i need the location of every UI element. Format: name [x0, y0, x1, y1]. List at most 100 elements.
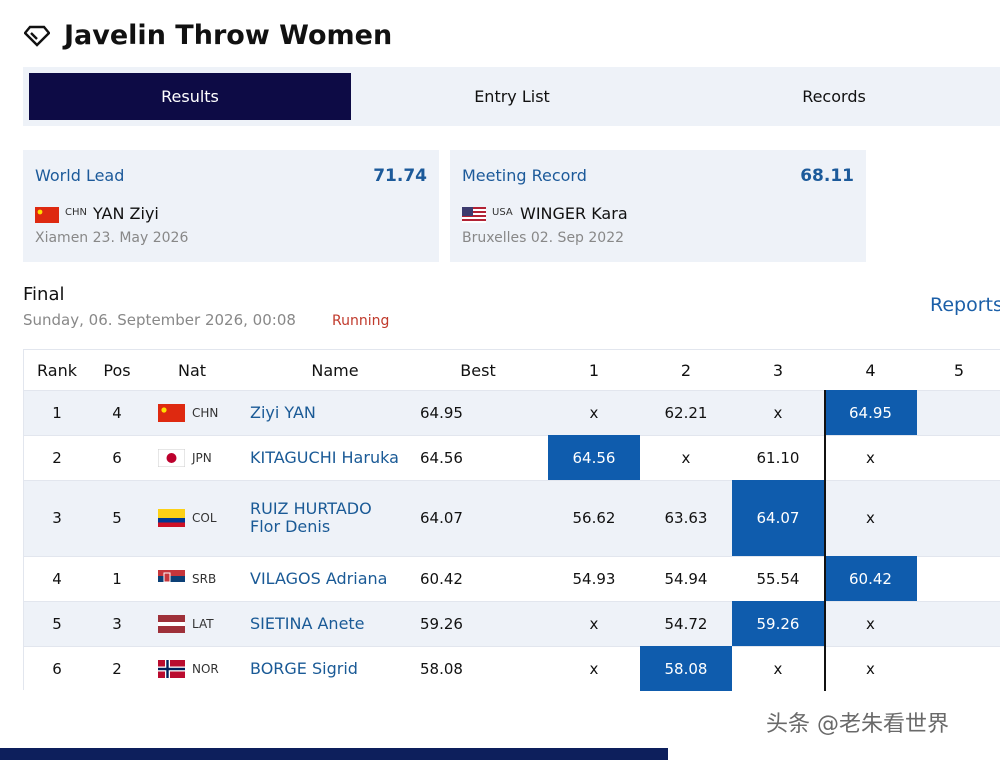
athlete-name: YAN Ziyi: [93, 204, 159, 223]
athlete-name[interactable]: SIETINA Anete: [250, 613, 365, 633]
place-date: Xiamen 23. May 2026: [35, 230, 189, 246]
attempt: 54.94: [664, 569, 708, 588]
record-value: 68.11: [800, 166, 854, 186]
column-header: 4: [865, 360, 876, 380]
attempt: 56.62: [572, 509, 616, 527]
logo-icon: [24, 25, 50, 47]
column-header: Nat: [177, 360, 207, 380]
rank: 6: [52, 659, 62, 678]
attempt: [917, 435, 1000, 480]
tab-entry-list[interactable]: Entry List: [474, 87, 550, 106]
country-code: CHN: [65, 207, 87, 218]
rank: 4: [52, 569, 62, 588]
flag: [158, 509, 185, 527]
flag: [158, 614, 185, 633]
table-row: [24, 646, 1000, 691]
table-row: [24, 480, 1000, 556]
athlete-name[interactable]: RUIZ HURTADO Flor Denis: [250, 499, 372, 536]
flag: [35, 207, 59, 223]
attempt: x: [866, 448, 875, 467]
record-value: 71.74: [373, 166, 427, 186]
event-status: Running: [332, 313, 390, 329]
column-header: Best: [460, 360, 496, 380]
position: 4: [112, 403, 122, 422]
athlete-name[interactable]: BORGE Sigrid: [250, 658, 358, 678]
column-header: 2: [680, 360, 692, 380]
attempt: 55.54: [756, 569, 800, 588]
country-code: CHN: [192, 405, 219, 420]
position: 6: [112, 448, 122, 467]
attempt: x: [866, 614, 875, 633]
tab-records[interactable]: Records: [802, 87, 866, 106]
page-title: Javelin Throw Women: [64, 20, 393, 51]
attempt: 64.07: [732, 480, 824, 556]
attempt: 60.42: [824, 556, 917, 601]
flag: [462, 207, 486, 223]
flag: [158, 403, 185, 422]
column-header: Pos: [103, 360, 131, 380]
attempt: x: [773, 403, 783, 422]
column-header: Name: [311, 360, 359, 380]
flag: [158, 659, 185, 678]
column-header: 1: [588, 360, 600, 380]
attempt: x: [589, 614, 599, 633]
attempt: 64.95: [824, 390, 917, 435]
country-code: SRB: [192, 571, 217, 586]
position: 2: [112, 659, 122, 678]
country-code: NOR: [192, 661, 219, 676]
attempt: x: [681, 448, 691, 467]
best-mark: 64.95: [420, 403, 463, 422]
flag: [158, 569, 185, 588]
attempt: 64.56: [548, 435, 640, 480]
rank: 5: [52, 614, 62, 633]
attempt: [917, 601, 1000, 646]
attempt: x: [866, 659, 875, 678]
attempt: x: [866, 509, 875, 527]
rank: 1: [52, 403, 62, 422]
attempt: [917, 646, 1000, 691]
record-label: World Lead: [35, 166, 125, 185]
column-header: 3: [772, 360, 784, 380]
best-mark: 64.56: [420, 448, 463, 467]
best-mark: 64.07: [420, 509, 463, 527]
event-datetime: Sunday, 06. September 2026, 00:08: [23, 311, 296, 329]
tab-results[interactable]: Results: [29, 73, 351, 120]
record-card: World Lead 71.74 CHN YAN Ziyi Xiamen 23.…: [23, 150, 439, 262]
athlete-name[interactable]: VILAGOS Adriana: [250, 568, 388, 588]
watermark: 头条 @老朱看世界: [766, 712, 949, 737]
table-row: [24, 601, 1000, 646]
results-table: Rank Pos Nat Name Best 1 2 3 4 5 1 4 CHN Ziyi YAN 64.9…: [23, 349, 1000, 691]
athlete-name: WINGER Kara: [520, 204, 628, 223]
position: 5: [112, 509, 122, 527]
attempt: 54.93: [572, 569, 616, 588]
position: 1: [112, 569, 122, 588]
place-date: Bruxelles 02. Sep 2022: [462, 230, 625, 246]
country-code: COL: [192, 511, 217, 525]
column-header: 5: [953, 360, 965, 380]
athlete-name[interactable]: Ziyi YAN: [250, 402, 316, 422]
record-label: Meeting Record: [462, 166, 587, 185]
position: 3: [112, 614, 122, 633]
divider: [824, 390, 826, 691]
attempt: 62.21: [664, 403, 708, 422]
attempt: 59.26: [732, 601, 824, 646]
country-code: JPN: [192, 450, 212, 465]
attempt: x: [589, 403, 599, 422]
attempt: [917, 390, 1000, 435]
flag: [158, 448, 185, 467]
attempt: 61.10: [756, 448, 800, 467]
rank: 3: [52, 509, 62, 527]
table-row: [24, 435, 1000, 480]
event-title: Final: [23, 284, 65, 305]
country-code: LAT: [192, 616, 214, 631]
attempt: x: [589, 659, 599, 678]
reports-link[interactable]: Reports: [930, 294, 1000, 316]
rank: 2: [52, 448, 62, 467]
attempt: 63.63: [664, 509, 708, 527]
attempt: [917, 480, 1000, 556]
athlete-name[interactable]: KITAGUCHI Haruka: [250, 447, 399, 467]
attempt: 58.08: [640, 646, 732, 691]
footer-bar: [0, 748, 668, 760]
attempt: 54.72: [664, 614, 708, 633]
